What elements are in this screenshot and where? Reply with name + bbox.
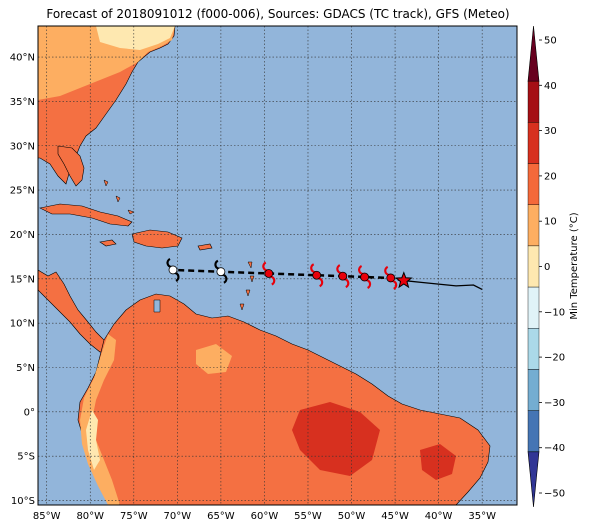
land-hot-region-2 [420,444,456,480]
land-cuba [39,203,133,227]
colorbar-segment [527,369,540,411]
land-hot-region [292,402,380,476]
lon-tick-label: 60°W [251,511,279,522]
lon-tick-label: 45°W [381,511,409,522]
colorbar-tick-label: 30 [544,126,557,137]
colorbar-segment [527,204,540,247]
land-puerto-rico [197,243,213,251]
land-north-america-cold [96,26,175,50]
land-andes-cold [86,410,100,470]
lon-tick-label: 75°W [120,511,148,522]
lon-tick-label: 70°W [164,511,192,522]
colorbar-label: Min Temperature (°C) [569,212,580,319]
colorbar-tick-label: −30 [544,398,565,409]
colorbar-segment [527,451,540,508]
lat-tick-label: 40°N [10,53,35,64]
colorbar-segment [527,245,540,288]
map-frame [37,25,518,506]
lat-tick-label: 15°N [10,274,35,285]
colorbar-tick-label: −40 [544,443,565,454]
colorbar-tick-label: 50 [544,36,557,47]
colorbar-segment [527,122,540,164]
land-guiana-highlands [196,344,232,374]
latitude-tick-labels: 40°N 35°N 30°N 25°N 20°N 15°N 10°N 5°N 0° 5°S 10°S [10,53,35,508]
land-florida [57,145,85,187]
colorbar-tick-label: −10 [544,307,565,318]
lon-tick-label: 35°W [468,511,496,522]
colorbar-tick-label: −50 [544,489,565,500]
past-track-line [403,279,483,291]
cyclone-symbol-icon [262,261,276,286]
cyclone-symbol-icon [310,263,324,288]
cyclone-symbol-icon [384,265,398,290]
land-jamaica [99,239,117,247]
forecast-track-line [172,268,405,282]
lake-maracaibo [153,299,161,313]
cyclone-symbol-icon [358,265,372,290]
colorbar-segment [527,163,540,205]
current-position-star-icon [394,271,413,289]
colorbar-segment [527,328,540,370]
colorbar-segment [527,80,540,123]
colorbar-tick-label: −20 [544,353,565,364]
lon-tick-label: 65°W [207,511,235,522]
lon-tick-label: 80°W [76,511,104,522]
cyclone-symbol-icon [336,264,350,289]
map-panel [38,26,517,505]
lat-tick-label: 10°S [11,496,35,507]
lat-tick-label: 5°S [17,452,35,463]
land-andes [80,334,120,505]
colorbar-tick-label: 0 [544,262,550,273]
lat-tick-label: 0° [24,407,35,418]
cyclone-track [166,257,483,291]
colorbar-segment [527,286,540,329]
lat-tick-label: 10°N [10,319,35,330]
graticule [38,26,517,505]
lat-tick-label: 30°N [10,141,35,152]
lat-tick-label: 5°N [16,363,35,374]
lon-tick-label: 40°W [425,511,453,522]
lat-tick-label: 25°N [10,186,35,197]
map-title: Forecast of 2018091012 (f000-006), Sourc… [46,7,509,21]
colorbar-segment [527,25,540,82]
lon-tick-label: 50°W [338,511,366,522]
lon-tick-label: 85°W [33,511,61,522]
cyclone-symbol-icon [166,257,180,282]
colorbar: 50 40 30 20 10 0 −10 −20 −30 −40 −50 [527,25,565,508]
longitude-tick-labels: 85°W 80°W 75°W 70°W 65°W 60°W 55°W 50°W 45°W 40°W… [33,511,496,522]
colorbar-tick-label: 10 [544,217,557,228]
colorbar-tick-label: 20 [544,171,557,182]
lon-tick-label: 55°W [294,511,322,522]
lat-tick-label: 20°N [10,230,35,241]
lat-tick-label: 35°N [10,97,35,108]
land-bahamas [103,179,135,215]
colorbar-tick-label: 40 [544,81,557,92]
colorbar-segment [527,410,540,453]
cyclone-symbol-icon [214,259,228,284]
